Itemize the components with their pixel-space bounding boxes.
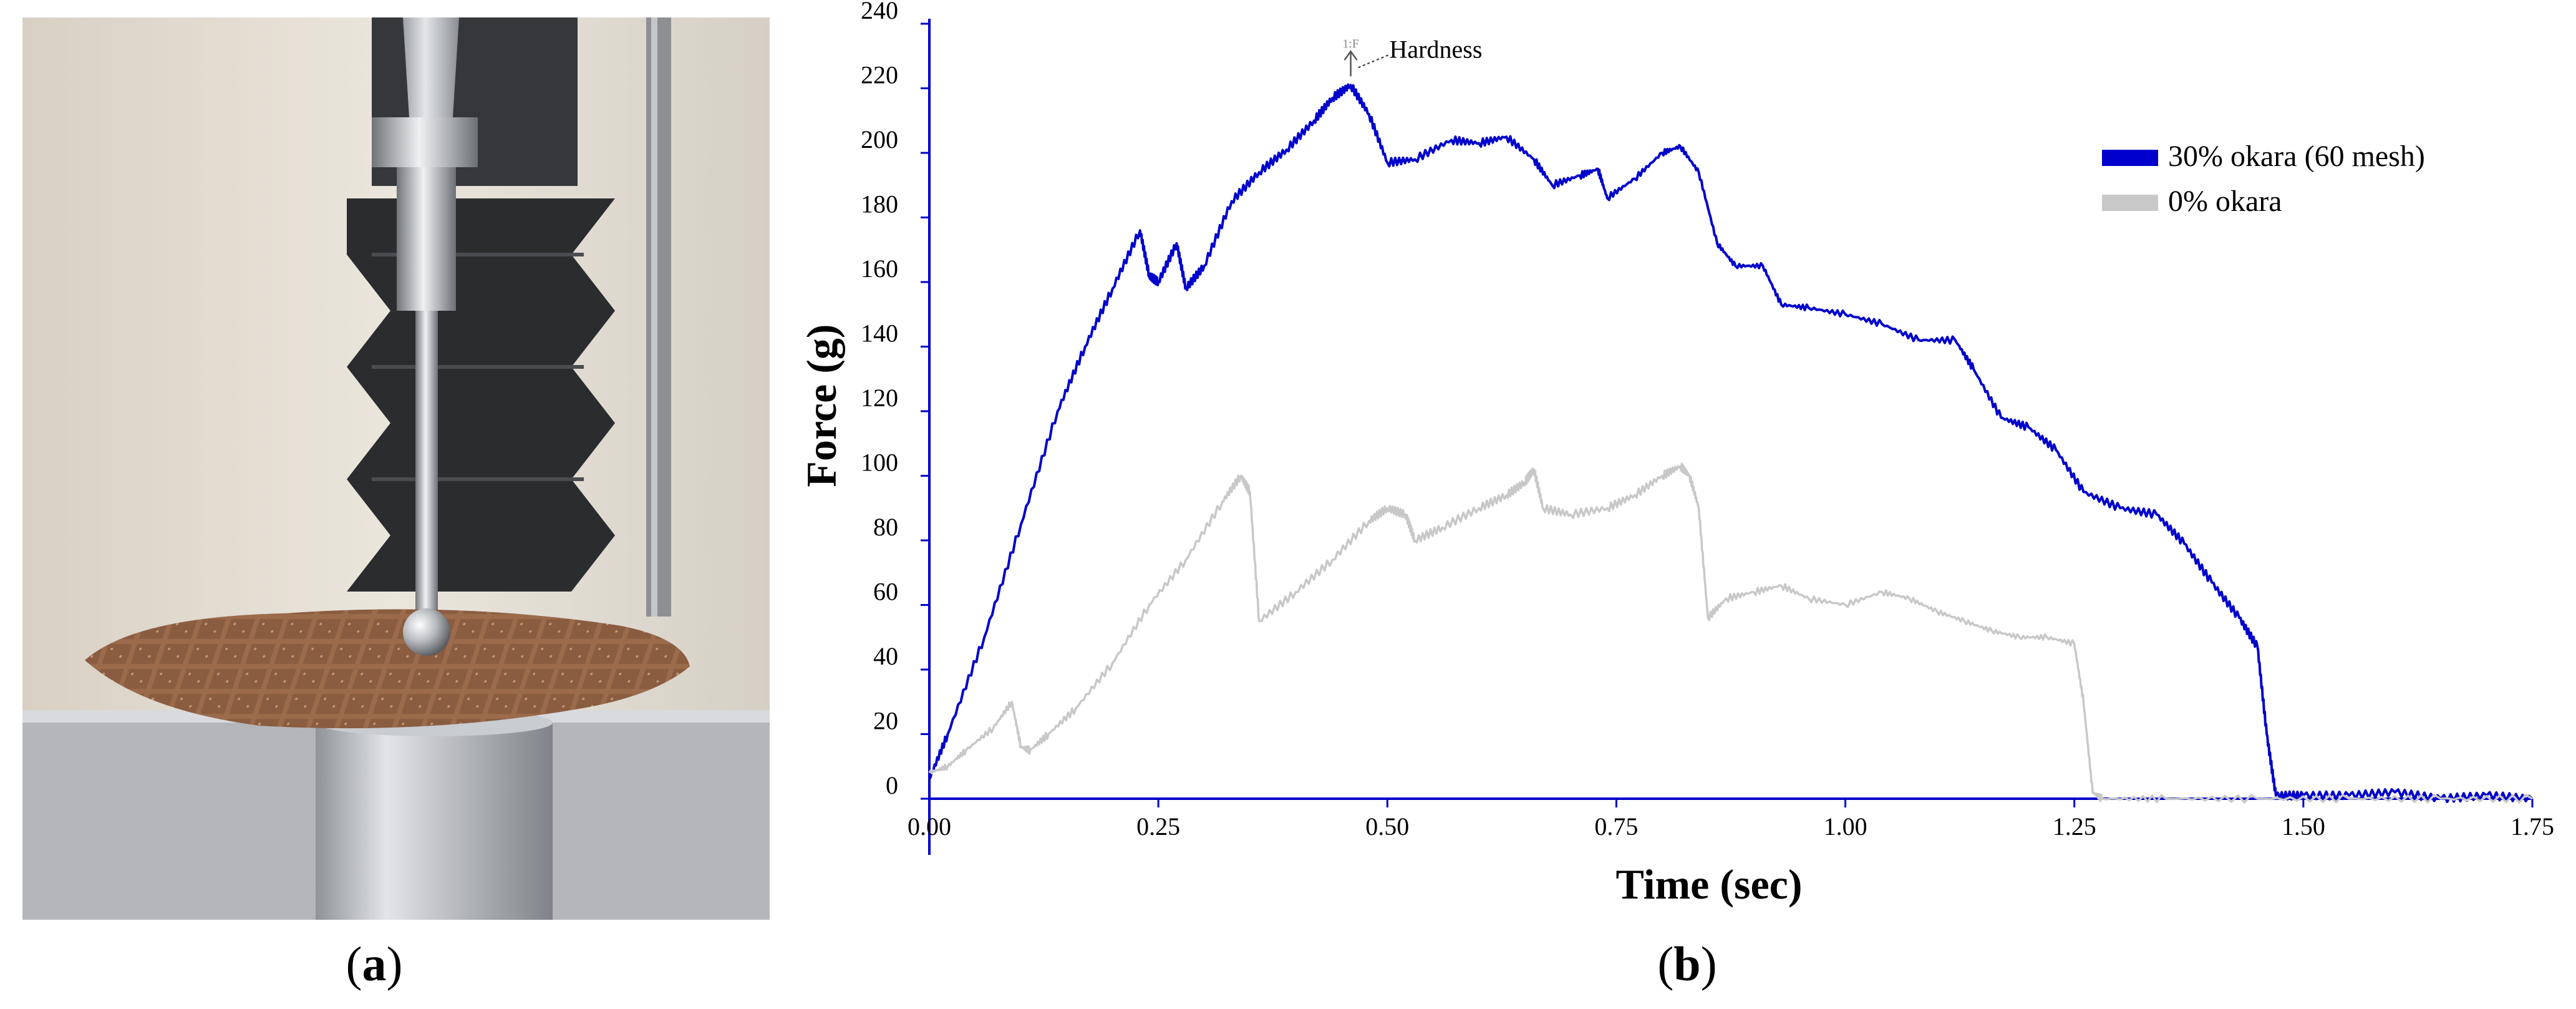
series-line-okara-30 bbox=[928, 83, 2534, 803]
photo-panel bbox=[22, 17, 770, 920]
texture-analyzer-photo bbox=[22, 17, 770, 920]
force-time-chart: 0.00 0.25 0.50 0.75 1.00 1.25 1.50 1.75 0 20 40 60 8… bbox=[798, 0, 2554, 908]
chart-legend: 30% okara (60 mesh) 0% okara bbox=[2102, 140, 2425, 218]
y-tick-label: 200 bbox=[861, 125, 898, 154]
chart-series bbox=[928, 83, 2534, 804]
y-tick-label: 20 bbox=[873, 707, 898, 735]
x-tick-label: 1.75 bbox=[2511, 812, 2554, 841]
y-tick-label: 60 bbox=[873, 578, 898, 606]
annotation-leader bbox=[1358, 54, 1388, 69]
annotation-marker: 1:F bbox=[1342, 37, 1359, 51]
series-line-okara-0 bbox=[928, 462, 2533, 804]
panel-label-b: (b) bbox=[1657, 937, 1717, 991]
x-tick-label: 1.50 bbox=[2282, 812, 2325, 841]
panel-label-a: (a) bbox=[346, 937, 403, 991]
y-tick-label: 40 bbox=[873, 642, 898, 670]
legend-label: 30% okara (60 mesh) bbox=[2168, 140, 2425, 173]
annotation-label: Hardness bbox=[1390, 35, 1483, 63]
x-tick-label: 1.25 bbox=[2053, 812, 2096, 841]
x-tick-label: 0.00 bbox=[908, 812, 951, 841]
legend-swatch bbox=[2102, 195, 2158, 211]
x-axis-label: Time (sec) bbox=[1616, 860, 1803, 908]
y-tick-label: 220 bbox=[861, 61, 898, 89]
bellows bbox=[347, 17, 615, 592]
y-axis-label: Force (g) bbox=[798, 324, 845, 487]
x-tick-label: 1.00 bbox=[1824, 812, 1867, 841]
y-tick-label: 80 bbox=[873, 513, 898, 541]
y-tick-label: 160 bbox=[861, 255, 898, 283]
annotation-arrow-head bbox=[1344, 50, 1358, 61]
y-tick-label: 240 bbox=[861, 0, 898, 24]
y-tick-label: 0 bbox=[886, 771, 898, 799]
hardness-annotation: 1:F Hardness bbox=[1342, 35, 1483, 77]
x-tick-label: 0.75 bbox=[1594, 812, 1638, 841]
x-tick-label: 0.50 bbox=[1365, 812, 1409, 841]
y-tick-label: 100 bbox=[861, 449, 898, 477]
legend-swatch bbox=[2102, 150, 2158, 166]
chart-panel: 0.00 0.25 0.50 0.75 1.00 1.25 1.50 1.75 0 20 40 60 8… bbox=[773, 0, 2576, 1006]
legend-label: 0% okara bbox=[2168, 185, 2282, 218]
x-tick-label: 0.25 bbox=[1136, 812, 1180, 841]
y-tick-label: 120 bbox=[861, 384, 898, 412]
chart-ticks: 0.00 0.25 0.50 0.75 1.00 1.25 1.50 1.75 0 20 40 60 8… bbox=[861, 0, 2554, 841]
y-tick-label: 140 bbox=[861, 319, 898, 348]
y-tick-label: 180 bbox=[861, 190, 898, 218]
wafer-sample bbox=[85, 609, 690, 729]
